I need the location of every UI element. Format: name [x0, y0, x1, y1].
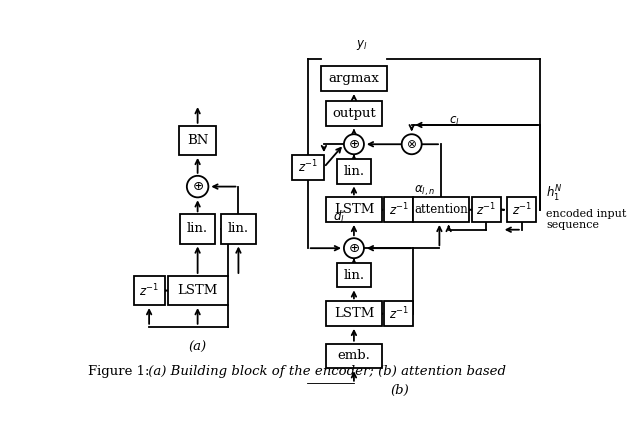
Bar	[384, 302, 413, 326]
Text: $z^{-1}$: $z^{-1}$	[389, 201, 409, 218]
Text: $z^{-1}$: $z^{-1}$	[389, 305, 409, 322]
Bar	[413, 197, 469, 222]
Text: $z^{-1}$: $z^{-1}$	[477, 201, 497, 218]
Text: $z^{-1}$: $z^{-1}$	[139, 282, 159, 299]
Text: $\oplus$: $\oplus$	[191, 180, 204, 193]
Text: encoded input: encoded input	[547, 209, 627, 219]
Text: lin.: lin.	[343, 269, 365, 282]
Text: lin.: lin.	[228, 222, 249, 235]
Text: $c_l$: $c_l$	[449, 114, 459, 128]
Text: sequence: sequence	[547, 220, 599, 230]
Bar	[326, 197, 382, 222]
Bar	[326, 302, 382, 326]
Text: $\oplus$: $\oplus$	[348, 241, 360, 255]
Text: LSTM: LSTM	[334, 307, 374, 320]
Bar	[167, 276, 228, 305]
Text: output: output	[332, 107, 376, 120]
Text: (b): (b)	[391, 384, 410, 397]
Bar	[291, 155, 324, 180]
Text: $\alpha_{l,n}$: $\alpha_{l,n}$	[414, 184, 435, 198]
Text: $\otimes$: $\otimes$	[406, 138, 417, 151]
Text: argmax: argmax	[329, 72, 379, 85]
Text: LSTM: LSTM	[178, 284, 218, 297]
Text: $z^{-1}$: $z^{-1}$	[512, 201, 532, 218]
Bar	[337, 159, 371, 184]
Text: (a): (a)	[188, 341, 207, 354]
Bar	[134, 276, 164, 305]
Bar	[384, 197, 413, 222]
Circle shape	[344, 134, 364, 154]
Bar	[221, 214, 256, 244]
Bar	[321, 67, 387, 91]
Circle shape	[344, 238, 364, 258]
Text: attention: attention	[414, 203, 468, 216]
Text: LSTM: LSTM	[334, 203, 374, 216]
Text: (a) Building block of the encoder; (b) attention based: (a) Building block of the encoder; (b) a…	[143, 365, 506, 378]
Text: $d_l$: $d_l$	[333, 210, 345, 226]
Text: BN: BN	[187, 134, 209, 147]
Text: lin.: lin.	[343, 165, 365, 178]
Bar	[507, 197, 537, 222]
Bar	[326, 344, 382, 368]
Text: $\oplus$: $\oplus$	[348, 138, 360, 151]
Bar	[179, 126, 216, 155]
Text: emb.: emb.	[337, 349, 370, 362]
Circle shape	[402, 134, 422, 154]
Text: Figure 1:: Figure 1:	[88, 365, 150, 378]
Bar	[337, 263, 371, 287]
Text: lin.: lin.	[187, 222, 208, 235]
Bar	[471, 197, 501, 222]
Text: $y_l$: $y_l$	[356, 38, 367, 52]
Text: $h_1^N$: $h_1^N$	[547, 184, 563, 204]
Bar	[326, 101, 382, 126]
Circle shape	[187, 176, 209, 197]
Bar	[180, 214, 216, 244]
Text: $z^{-1}$: $z^{-1}$	[298, 159, 318, 176]
